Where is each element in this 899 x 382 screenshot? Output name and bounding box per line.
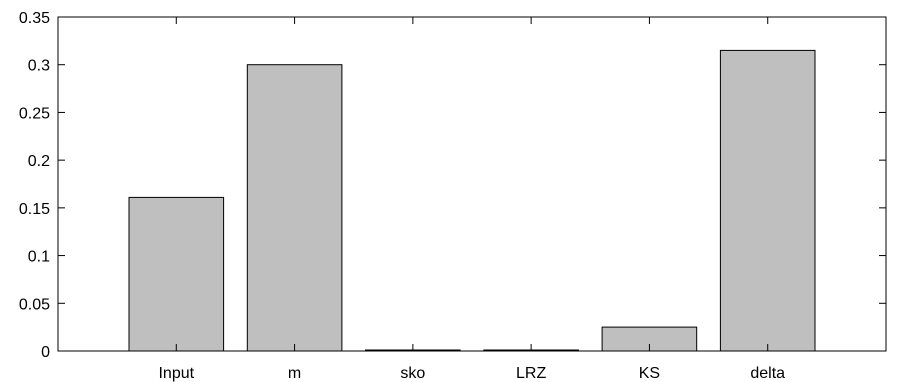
x-tick-label: m [288,365,301,382]
y-tick-label: 0.15 [19,201,50,218]
bar-m [246,64,343,352]
x-tick-label: delta [750,365,785,382]
y-tick-label: 0.35 [19,10,50,27]
axes-box [57,16,887,352]
y-tick-label: 0.1 [28,249,50,266]
x-tick-label: Input [158,365,194,382]
x-tick-label: KS [639,365,660,382]
y-tick-label: 0.05 [19,296,50,313]
y-tick-label: 0.3 [28,58,50,75]
y-tick-label: 0.25 [19,105,50,122]
x-tick-label: LRZ [516,365,546,382]
y-tick-label: 0.2 [28,153,50,170]
bar-input [128,196,225,352]
x-tick-label: sko [400,365,425,382]
plot-area: 0 0.05 0.1 0.15 0.2 0.25 0.3 0.35 Input m sko LRZ KS… [19,10,887,382]
y-tick-label: 0 [41,344,50,361]
bar-delta [719,49,816,352]
